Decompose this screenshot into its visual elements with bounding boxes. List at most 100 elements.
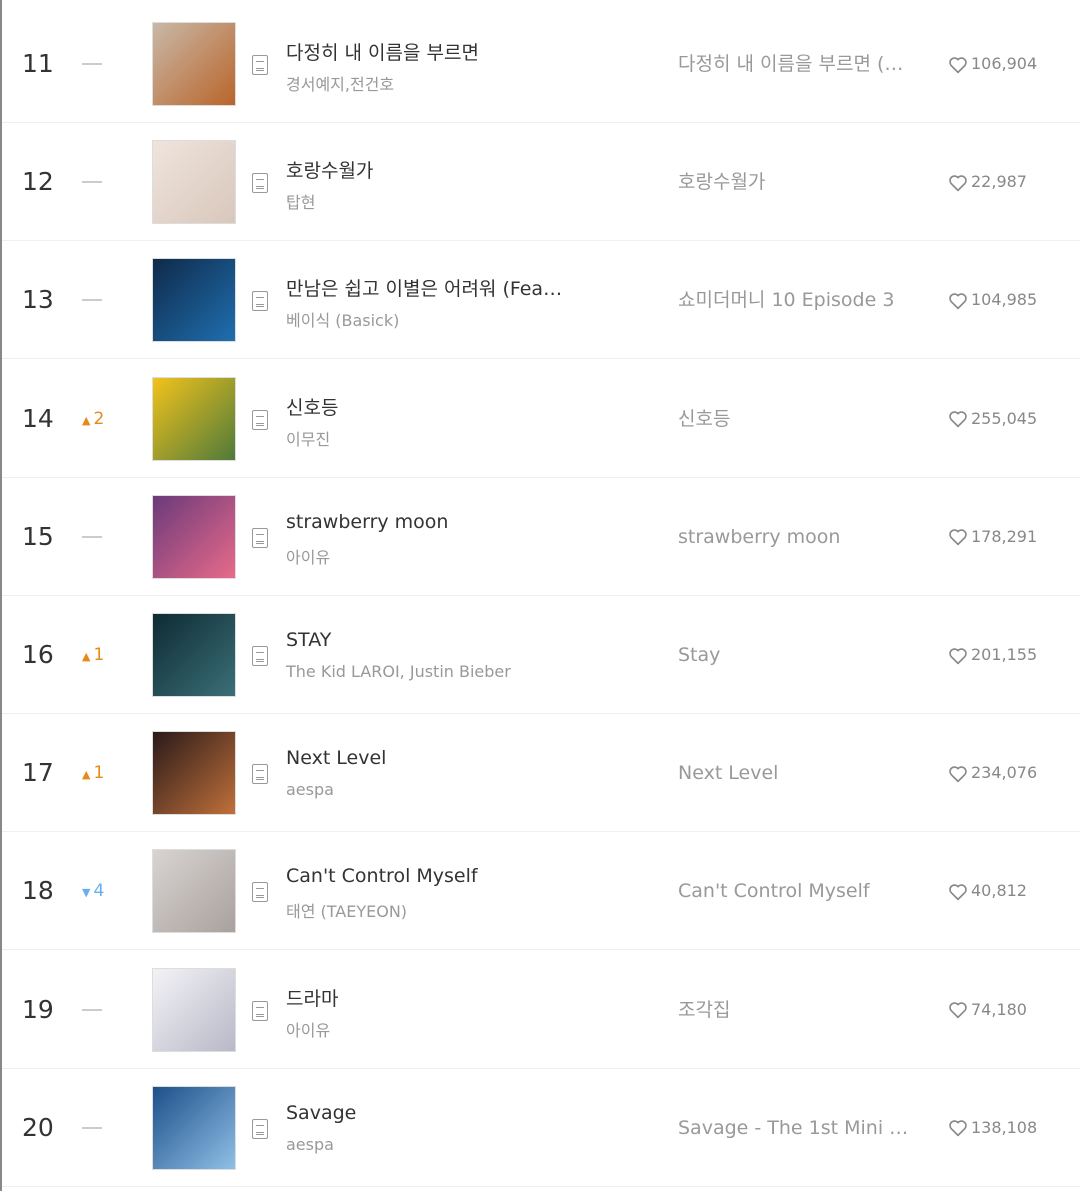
artist-name[interactable]: 이무진 <box>286 429 331 449</box>
chart-row[interactable]: 20 Savage aespa Savage - The 1st Mini Al… <box>2 1069 1080 1187</box>
album-name[interactable]: 쇼미더머니 10 Episode 3 <box>678 289 895 312</box>
album-name[interactable]: strawberry moon <box>678 525 841 548</box>
chart-row[interactable]: 15 strawberry moon 아이유 strawberry moon 1… <box>2 478 1080 596</box>
rank-number: 12 <box>22 167 54 197</box>
chart-row[interactable]: 12 호랑수월가 탑현 호랑수월가 22,987 <box>2 123 1080 242</box>
lyrics-icon[interactable] <box>252 55 268 75</box>
triangle-up-icon: ▲ <box>82 413 91 427</box>
chart-row[interactable]: 18 ▼ 4 Can't Control Myself 태연 (TAEYEON) … <box>2 832 1080 951</box>
chart-row[interactable]: 17 ▲ 1 Next Level aespa Next Level 234,07… <box>2 714 1080 833</box>
lyrics-icon[interactable] <box>252 1118 268 1139</box>
heart-icon <box>949 765 967 782</box>
album-art[interactable] <box>152 140 236 225</box>
album-art[interactable] <box>152 376 236 461</box>
like-button[interactable]: 40,812 <box>948 832 1027 950</box>
no-change-dash-icon <box>82 5 102 123</box>
album-art[interactable] <box>152 258 236 343</box>
like-button[interactable]: 138,108 <box>948 1069 1037 1187</box>
lyrics-icon[interactable] <box>252 409 268 430</box>
album-name[interactable]: 호랑수월가 <box>678 171 766 194</box>
like-button[interactable]: 74,180 <box>948 951 1027 1069</box>
like-count: 74,180 <box>971 999 1027 1019</box>
album-name[interactable]: Can't Control Myself <box>678 880 870 903</box>
rank-change-up: ▲ 1 <box>82 645 105 665</box>
no-change-dash-icon <box>82 478 102 596</box>
song-title[interactable]: strawberry moon <box>286 510 449 533</box>
like-button[interactable]: 178,291 <box>948 478 1037 596</box>
album-name[interactable]: 신호등 <box>678 407 731 430</box>
like-button[interactable]: 104,985 <box>948 241 1037 359</box>
like-button[interactable]: 22,987 <box>948 123 1027 241</box>
like-count: 104,985 <box>971 290 1038 310</box>
lyrics-icon[interactable] <box>252 646 268 666</box>
album-art[interactable] <box>152 849 236 934</box>
like-count: 234,076 <box>971 763 1038 783</box>
album-art[interactable] <box>152 731 236 816</box>
song-title[interactable]: 신호등 <box>286 396 339 419</box>
artist-name[interactable]: 태연 (TAEYEON) <box>286 902 408 922</box>
like-button[interactable]: 234,076 <box>948 714 1037 832</box>
song-title[interactable]: STAY <box>286 629 332 651</box>
lyrics-icon[interactable] <box>252 764 268 785</box>
chart-row[interactable]: 14 ▲ 2 신호등 이무진 신호등 255,045 <box>2 360 1080 478</box>
album-name[interactable]: Savage - The 1st Mini Al… <box>678 1116 913 1139</box>
lyrics-icon[interactable] <box>252 882 268 903</box>
rank-number: 19 <box>22 994 54 1024</box>
lyrics-icon[interactable] <box>252 1000 268 1021</box>
song-title[interactable]: Can't Control Myself <box>286 865 478 888</box>
artist-name[interactable]: 베이식 (Basick) <box>286 311 400 331</box>
chart-row[interactable]: 13 만남은 쉽고 이별은 어려워 (Feat. Leellamarz) 베이식… <box>2 241 1080 360</box>
song-title[interactable]: Savage <box>286 1101 357 1124</box>
album-art[interactable] <box>152 1085 236 1170</box>
rank-number: 18 <box>22 876 54 906</box>
like-button[interactable]: 106,904 <box>948 5 1037 123</box>
song-title[interactable]: 다정히 내 이름을 부르면 <box>286 42 479 64</box>
lyrics-icon[interactable] <box>252 173 268 194</box>
heart-icon <box>949 56 967 73</box>
rank-number: 14 <box>22 403 54 433</box>
like-count: 201,155 <box>971 645 1038 664</box>
song-title[interactable]: 만남은 쉽고 이별은 어려워 (Feat. Leellamarz) <box>286 278 566 301</box>
rank-change-up: ▲ 2 <box>82 408 105 429</box>
artist-name[interactable]: aespa <box>286 780 334 800</box>
heart-icon <box>949 529 967 546</box>
like-count: 178,291 <box>971 526 1038 546</box>
chart-row[interactable]: 11 다정히 내 이름을 부르면 경서예지,전건호 다정히 내 이름을 부르면 … <box>2 5 1080 123</box>
album-art[interactable] <box>152 613 236 697</box>
rank-number: 15 <box>22 521 54 551</box>
heart-icon <box>949 411 967 428</box>
heart-icon <box>949 884 967 901</box>
artist-name[interactable]: aespa <box>286 1134 334 1154</box>
artist-name[interactable]: 아이유 <box>286 1020 331 1040</box>
song-title[interactable]: Next Level <box>286 747 387 770</box>
like-count: 22,987 <box>971 172 1027 192</box>
artist-name[interactable]: 탑현 <box>286 193 316 213</box>
chart-row[interactable]: 19 드라마 아이유 조각집 74,180 <box>2 951 1080 1069</box>
album-art[interactable] <box>152 22 236 106</box>
artist-name[interactable]: 경서예지,전건호 <box>286 75 395 94</box>
lyrics-icon[interactable] <box>252 291 268 312</box>
artist-name[interactable]: The Kid LAROI, Justin Bieber <box>286 662 511 681</box>
song-title[interactable]: 드라마 <box>286 987 339 1010</box>
heart-icon <box>949 174 967 191</box>
artist-name[interactable]: 아이유 <box>286 547 331 567</box>
album-name[interactable]: Next Level <box>678 762 779 785</box>
heart-icon <box>949 293 967 310</box>
triangle-up-icon: ▲ <box>82 650 91 663</box>
album-name[interactable]: Stay <box>678 644 721 666</box>
song-title[interactable]: 호랑수월가 <box>286 160 374 183</box>
like-button[interactable]: 255,045 <box>948 360 1037 478</box>
album-art[interactable] <box>152 494 236 579</box>
triangle-up-icon: ▲ <box>82 768 91 782</box>
album-art[interactable] <box>152 967 236 1052</box>
like-count: 138,108 <box>971 1117 1038 1137</box>
chart-row[interactable]: 16 ▲ 1 STAY The Kid LAROI, Justin Bieber … <box>2 596 1080 714</box>
rank-number: 13 <box>22 285 54 315</box>
album-name[interactable]: 다정히 내 이름을 부르면 (… <box>678 53 904 75</box>
rank-change-up: ▲ 1 <box>82 763 105 784</box>
like-button[interactable]: 201,155 <box>948 596 1037 714</box>
heart-icon <box>949 647 967 664</box>
album-name[interactable]: 조각집 <box>678 998 731 1021</box>
heart-icon <box>949 1002 967 1019</box>
lyrics-icon[interactable] <box>252 527 268 548</box>
